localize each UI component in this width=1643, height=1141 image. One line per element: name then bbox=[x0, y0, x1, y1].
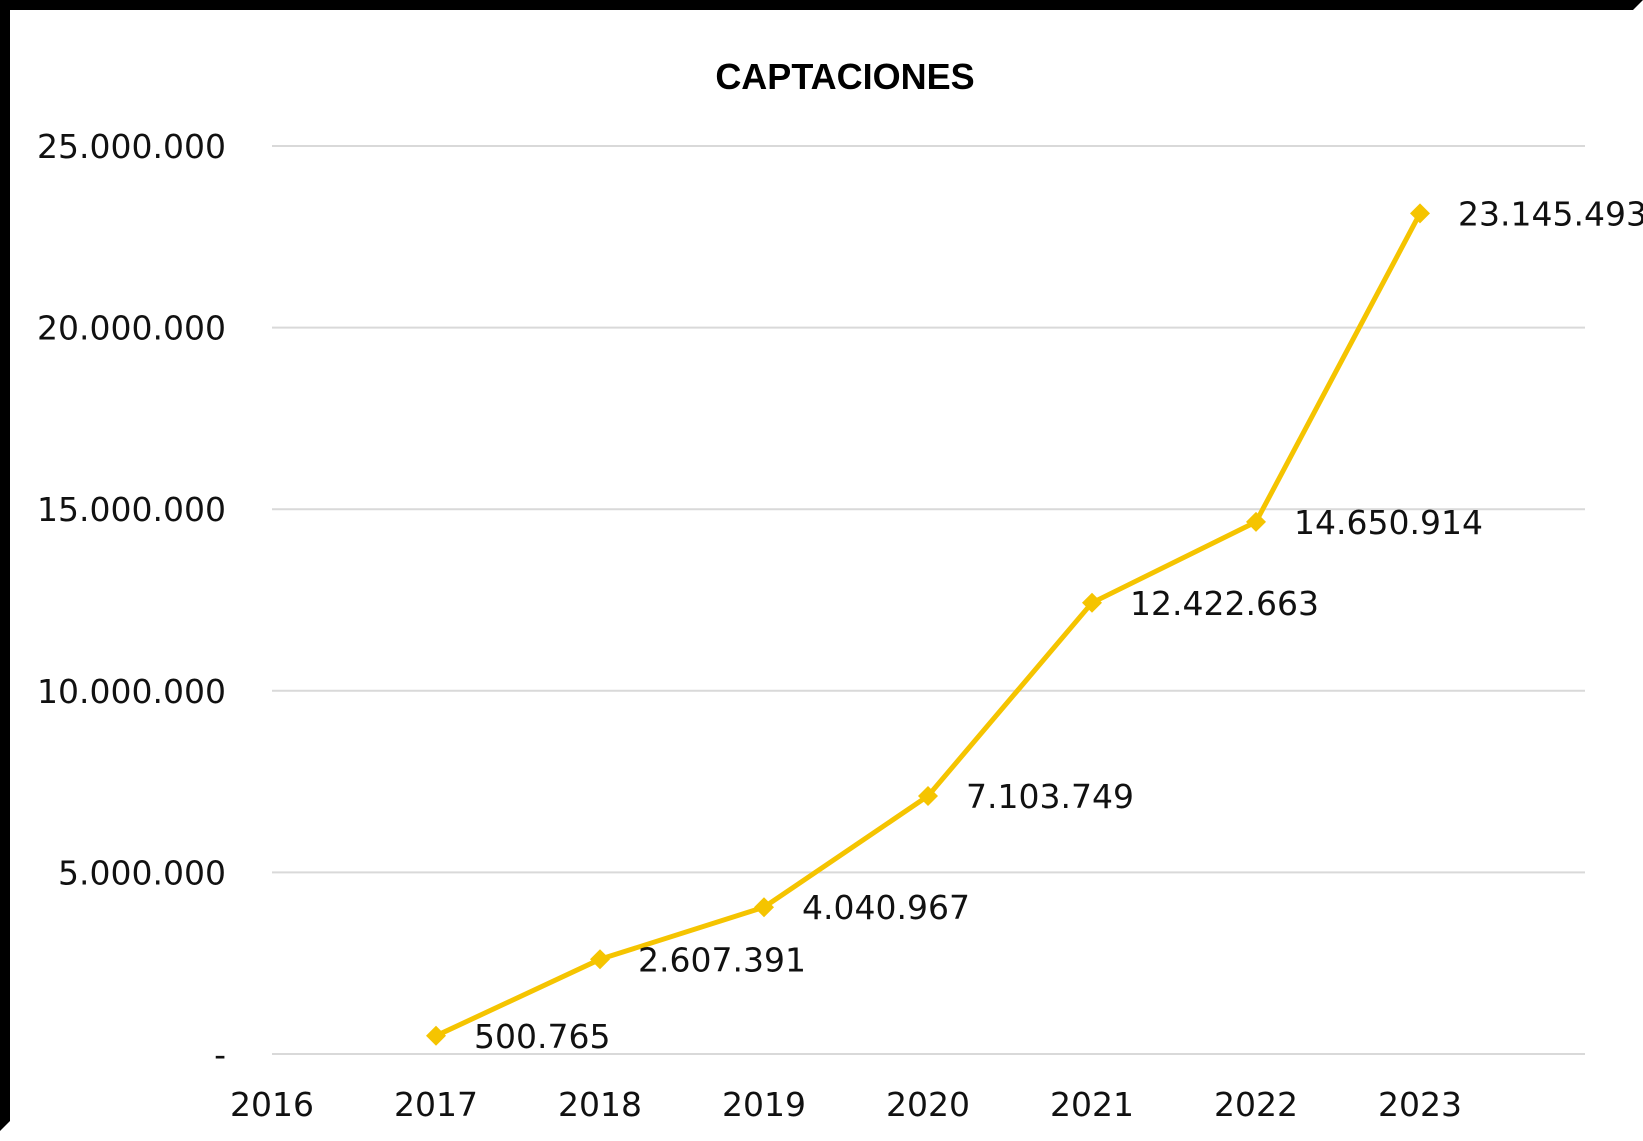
data-point bbox=[754, 897, 774, 918]
y-tick-label: - bbox=[214, 1035, 226, 1074]
data-point bbox=[1082, 592, 1102, 613]
data-label: 500.765 bbox=[474, 1017, 610, 1056]
x-tick-label: 2018 bbox=[558, 1085, 642, 1124]
y-tick-label: 20.000.000 bbox=[37, 309, 226, 348]
gridlines bbox=[272, 145, 1585, 1055]
x-tick-label: 2016 bbox=[230, 1085, 314, 1124]
x-tick-label: 2021 bbox=[1050, 1085, 1134, 1124]
data-label: 23.145.493 bbox=[1458, 194, 1643, 233]
data-label: 4.040.967 bbox=[802, 888, 970, 927]
x-tick-label: 2023 bbox=[1378, 1085, 1462, 1124]
y-tick-label: 5.000.000 bbox=[58, 853, 226, 892]
data-point bbox=[1410, 203, 1430, 224]
x-tick-label: 2019 bbox=[722, 1085, 806, 1124]
data-point bbox=[918, 785, 938, 806]
data-label: 14.650.914 bbox=[1294, 503, 1483, 542]
x-tick-label: 2020 bbox=[886, 1085, 970, 1124]
x-tick-label: 2017 bbox=[394, 1085, 478, 1124]
data-label: 7.103.749 bbox=[966, 777, 1134, 816]
y-axis-ticks: - 5.000.000 10.000.000 15.000.000 20.000.000… bbox=[37, 127, 226, 1074]
line-chart: CAPTACIONES - 5.000.000 10.000.000 15.000.0… bbox=[37, 56, 1643, 1124]
data-point bbox=[590, 949, 610, 970]
data-label: 2.607.391 bbox=[638, 940, 806, 979]
x-axis-ticks: 2016 2017 2018 2019 2020 2021 2022 2023 bbox=[230, 1085, 1462, 1124]
series-group: 500.765 2.607.391 4.040.967 7.103.749 12.422… bbox=[426, 194, 1643, 1056]
data-point bbox=[1246, 511, 1266, 532]
data-label: 12.422.663 bbox=[1130, 584, 1319, 623]
y-tick-label: 15.000.000 bbox=[37, 490, 226, 529]
y-tick-label: 10.000.000 bbox=[37, 672, 226, 711]
x-tick-label: 2022 bbox=[1214, 1085, 1298, 1124]
data-point bbox=[426, 1025, 446, 1046]
y-tick-label: 25.000.000 bbox=[37, 127, 226, 166]
chart-title: CAPTACIONES bbox=[715, 56, 974, 97]
